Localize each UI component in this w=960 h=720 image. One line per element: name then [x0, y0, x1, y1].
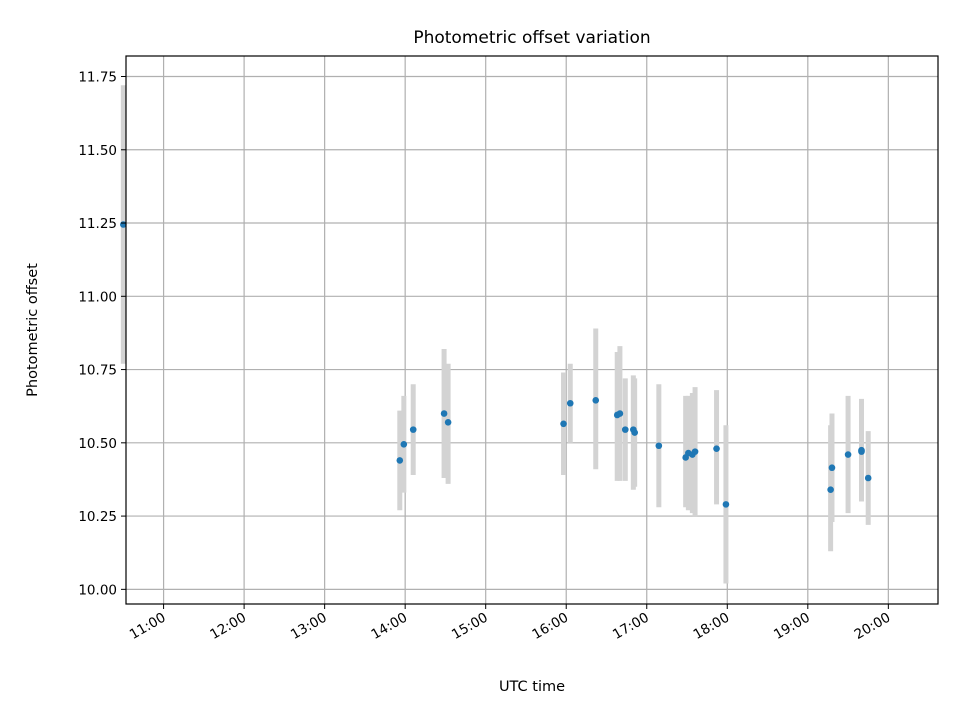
- data-point: [621, 426, 629, 433]
- y-tick-label: 11.75: [78, 70, 117, 86]
- data-point: [864, 474, 872, 482]
- data-point: [616, 410, 624, 417]
- y-tick-label: 10.75: [78, 363, 117, 379]
- data-point: [560, 420, 567, 428]
- data-point: [396, 457, 404, 464]
- data-point: [844, 451, 852, 458]
- data-point: [400, 440, 408, 448]
- grid: [126, 56, 938, 604]
- data-point: [655, 442, 663, 450]
- y-tick-label: 11.50: [78, 143, 117, 159]
- data-point: [713, 445, 720, 452]
- data-point: [444, 419, 452, 426]
- data-point: [691, 448, 699, 455]
- y-axis-ticks: 10.00 10.25 10.50 10.75 11.00 11.25 11.50 11.75: [78, 70, 126, 598]
- data-point: [828, 464, 836, 472]
- data-point: [440, 410, 448, 417]
- data-point: [722, 501, 730, 508]
- y-tick-label: 10.25: [78, 509, 117, 525]
- data-point: [409, 426, 417, 433]
- data-point: [631, 429, 638, 436]
- plot-frame: [125, 55, 939, 605]
- data-point: [858, 446, 865, 454]
- data-point: [827, 486, 834, 494]
- y-tick-label: 10.00: [78, 582, 117, 598]
- y-tick-label: 11.00: [78, 289, 117, 305]
- data-points: [120, 221, 872, 508]
- data-point: [566, 399, 574, 407]
- y-tick-label: 10.50: [78, 436, 117, 452]
- x-axis-label: UTC time: [499, 679, 565, 695]
- y-axis-label: Photometric offset: [25, 263, 41, 397]
- chart-title: Photometric offset variation: [413, 28, 650, 48]
- data-point: [592, 397, 600, 404]
- y-tick-label: 11.25: [78, 216, 117, 232]
